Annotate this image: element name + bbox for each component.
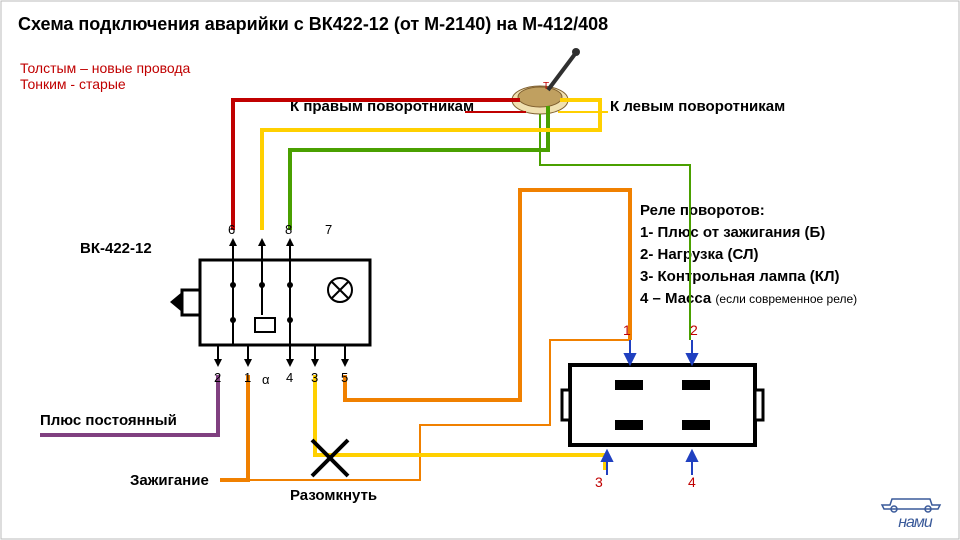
stalk-switch-icon: Т — [512, 48, 580, 114]
relay-line-4: 4 – Масса (если современное реле) — [640, 288, 857, 310]
label-bk: ВК-422-12 — [80, 240, 152, 257]
relay-line-1: 1- Плюс от зажигания (Б) — [640, 222, 857, 244]
svg-text:1: 1 — [623, 322, 631, 338]
legend-block: Толстым – новые провода Тонким - старые — [20, 60, 190, 92]
svg-text:4: 4 — [286, 370, 293, 385]
relay-title: Реле поворотов: — [640, 200, 857, 222]
svg-text:4: 4 — [688, 474, 696, 490]
relay-connector-icon — [562, 365, 763, 445]
svg-text:Т: Т — [543, 81, 549, 92]
legend-thick: Толстым – новые провода — [20, 60, 190, 76]
open-cross-icon — [312, 440, 348, 476]
legend-thin: Тонким - старые — [20, 76, 190, 92]
label-open: Разомкнуть — [290, 487, 377, 504]
label-plus-const: Плюс постоянный — [40, 412, 177, 429]
svg-text:3: 3 — [595, 474, 603, 490]
label-to-right: К правым поворотникам — [290, 98, 474, 115]
page-title: Схема подключения аварийки с ВК422-12 (о… — [18, 14, 608, 35]
svg-text:2: 2 — [690, 322, 698, 338]
label-to-left: К левым поворотникам — [610, 98, 785, 115]
svg-text:7: 7 — [325, 222, 332, 237]
relay-line-3: 3- Контрольная лампа (КЛ) — [640, 266, 857, 288]
svg-text:2: 2 — [214, 370, 221, 385]
svg-text:α: α — [262, 372, 270, 387]
label-ignition: Зажигание — [130, 472, 209, 489]
svg-text:5: 5 — [341, 370, 348, 385]
relay-line-2: 2- Нагрузка (СЛ) — [640, 244, 857, 266]
svg-text:3: 3 — [311, 370, 318, 385]
relay-description: Реле поворотов: 1- Плюс от зажигания (Б)… — [640, 200, 857, 310]
svg-text:6: 6 — [228, 222, 235, 237]
logo: нами — [880, 485, 950, 532]
svg-text:1: 1 — [244, 370, 251, 385]
svg-text:8: 8 — [285, 222, 292, 237]
bk-switch-icon: 6 8 7 2 1 4 3 5 α — [170, 222, 370, 387]
